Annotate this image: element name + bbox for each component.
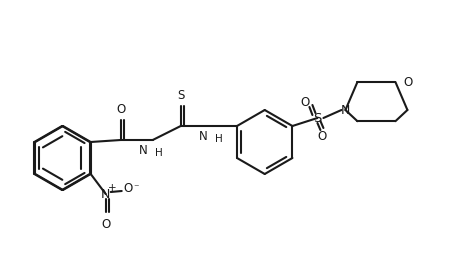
Text: O: O (101, 218, 110, 231)
Text: O: O (124, 181, 133, 194)
Text: N: N (139, 144, 148, 156)
Text: O: O (301, 95, 310, 109)
Text: H: H (155, 148, 163, 158)
Text: N: N (341, 104, 350, 116)
Text: O: O (318, 129, 327, 143)
Text: O: O (116, 103, 125, 116)
Text: O: O (403, 76, 413, 88)
Text: N: N (101, 187, 110, 200)
Text: S: S (313, 112, 322, 125)
Text: S: S (177, 89, 184, 102)
Text: +: + (108, 183, 117, 193)
Text: N: N (199, 129, 208, 143)
Text: H: H (215, 134, 222, 144)
Text: ⁻: ⁻ (134, 183, 139, 193)
